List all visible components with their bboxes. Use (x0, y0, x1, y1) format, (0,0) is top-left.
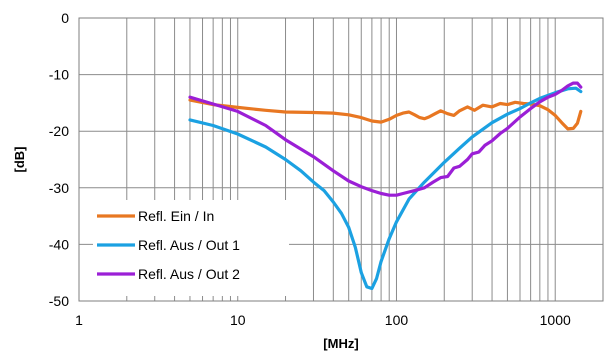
grid (78, 17, 604, 302)
y-tick-label: -50 (49, 293, 69, 309)
legend-label: Refl. Aus / Out 1 (138, 237, 240, 253)
series-line-2 (188, 86, 583, 291)
series-line-1 (188, 98, 583, 131)
x-tick-label: 100 (385, 312, 409, 328)
x-tick-label: 1000 (540, 312, 571, 328)
x-tick-label: 10 (230, 312, 246, 328)
x-tick-label: 1 (75, 312, 83, 328)
legend: Refl. Ein / In Refl. Aus / Out 1 Refl. Aus… (93, 200, 289, 296)
y-tick-label: -30 (49, 180, 69, 196)
x-axis-ticks: 1 10 100 1000 (75, 312, 571, 328)
plot-area-frame (78, 17, 604, 302)
y-axis-title: [dB] (12, 147, 27, 173)
series-lines (188, 81, 583, 291)
y-tick-label: -10 (49, 67, 69, 83)
legend-label: Refl. Aus / Out 2 (138, 266, 240, 282)
legend-label: Refl. Ein / In (138, 208, 214, 224)
series-line-3 (188, 81, 583, 197)
y-axis-ticks: 0 -10 -20 -30 -40 -50 (49, 10, 69, 309)
y-tick-label: -20 (49, 123, 69, 139)
y-tick-label: 0 (61, 10, 69, 26)
x-axis-title: [MHz] (323, 336, 358, 351)
y-tick-label: -40 (49, 236, 69, 252)
